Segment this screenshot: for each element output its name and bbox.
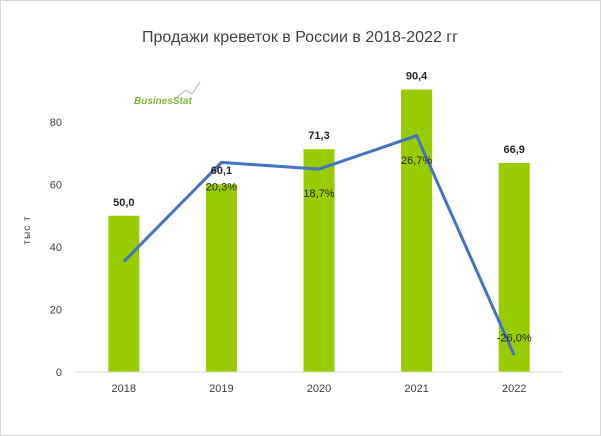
growth-value-label: 20,3% — [206, 181, 237, 193]
x-tick-label: 2021 — [404, 383, 428, 395]
y-tick-label: 0 — [56, 367, 62, 379]
y-tick-label: 40 — [50, 242, 62, 254]
axis-layer: 0 20 40 60 80 2018 2019 2020 2021 2022 — [50, 117, 563, 395]
logo-text: BusinesStat — [134, 96, 192, 107]
growth-value-label: 18,7% — [303, 188, 334, 200]
x-tick-label: 2022 — [502, 383, 526, 395]
bar-2019 — [205, 184, 237, 372]
bar-value-label: 60,1 — [211, 165, 232, 177]
bar-2021 — [401, 89, 433, 372]
y-tick-label: 80 — [50, 117, 62, 129]
logo-swoosh — [175, 81, 201, 99]
growth-value-label: 26,7% — [401, 155, 432, 167]
bar-2022 — [498, 162, 530, 372]
x-tick-label: 2019 — [209, 383, 233, 395]
bar-value-label: 71,3 — [308, 130, 329, 142]
businesstat-logo: BusinesStat — [134, 81, 201, 107]
bar-value-label: 66,9 — [503, 144, 524, 156]
y-axis-label: тыс т — [22, 215, 33, 244]
line-layer — [122, 134, 516, 356]
growth-line — [122, 134, 516, 356]
bar-value-label: 90,4 — [406, 71, 428, 83]
x-tick-label: 2018 — [112, 383, 136, 395]
labels-layer: 50,0 60,1 71,3 90,4 66,9 20,3% 18,7% 26,7% -26,0… — [113, 71, 532, 345]
y-tick-label: 20 — [50, 305, 62, 317]
bar-value-label: 50,0 — [113, 197, 134, 209]
chart-title: Продажи креветок в России в 2018-2022 гг — [142, 29, 458, 46]
bar-2020 — [303, 149, 335, 372]
growth-value-label: -26,0% — [497, 332, 532, 344]
x-tick-label: 2020 — [307, 383, 331, 395]
y-tick-label: 60 — [50, 180, 62, 192]
bars-layer — [108, 89, 530, 372]
bar-2018 — [108, 215, 140, 372]
